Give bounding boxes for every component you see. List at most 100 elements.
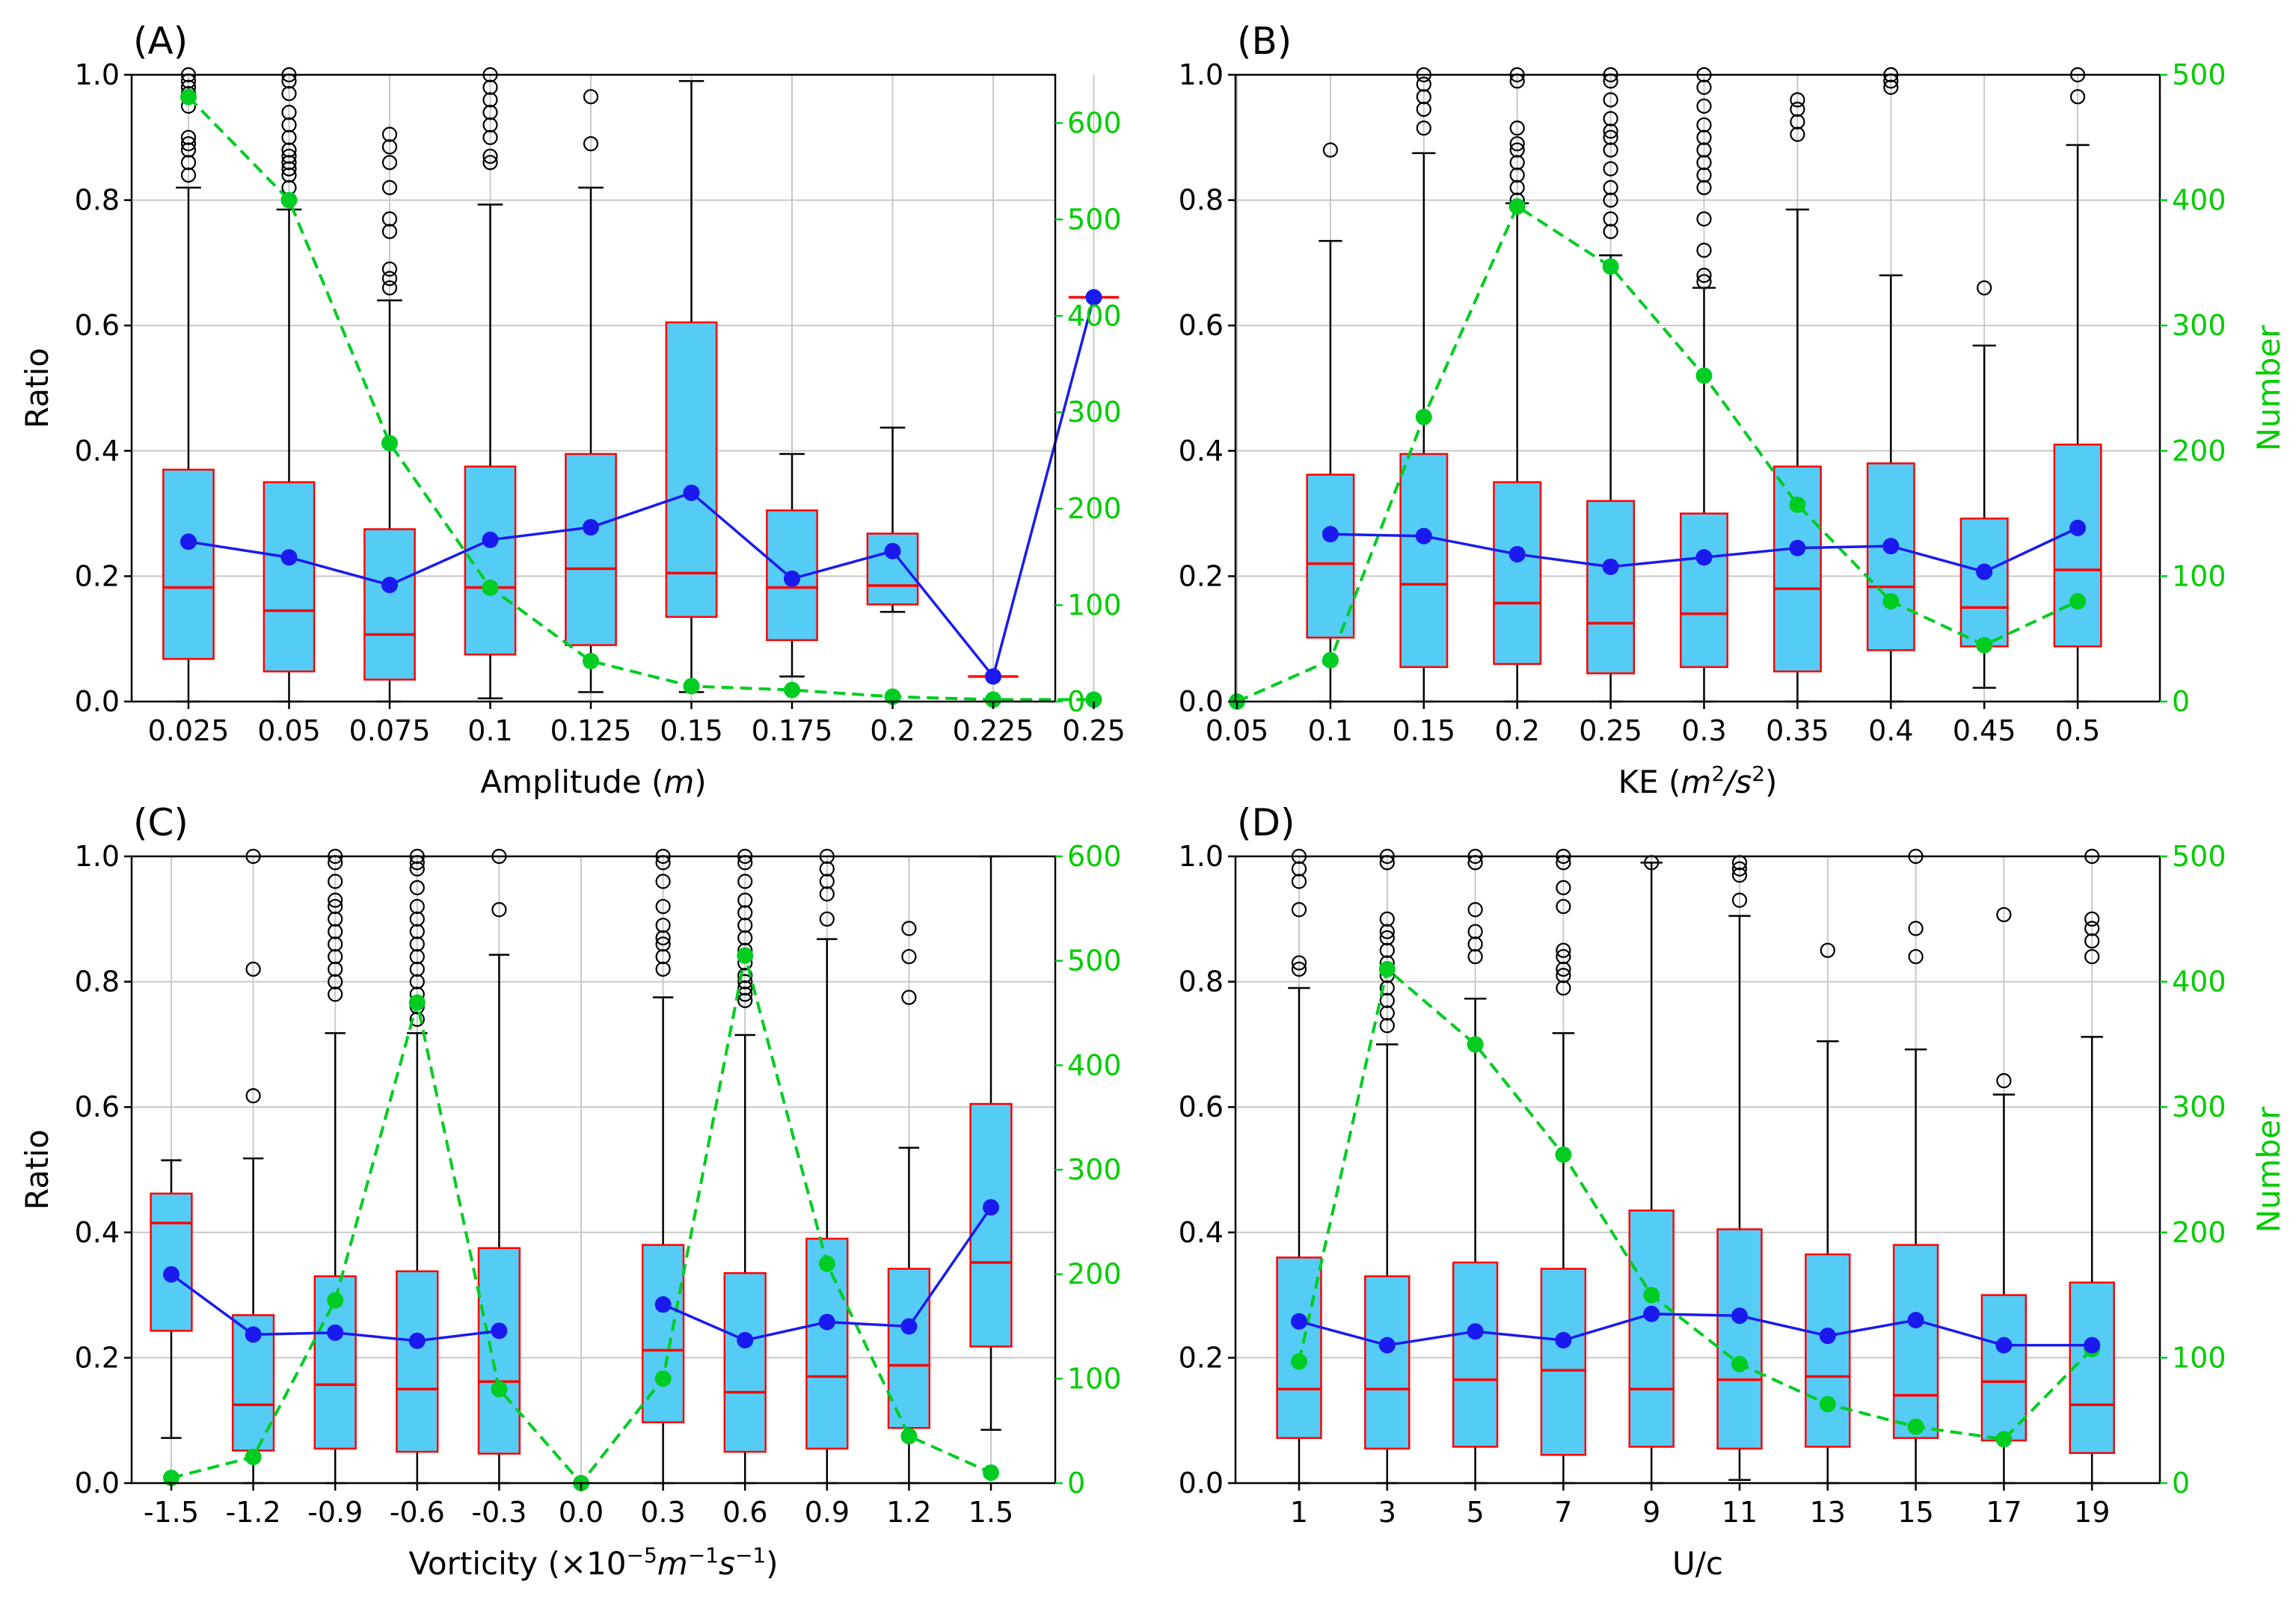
x-tick-label: 1.5: [969, 1496, 1013, 1529]
flier-point: [482, 105, 498, 120]
box-iqr: [1276, 1256, 1322, 1439]
box-8: [1959, 280, 2009, 689]
box-iqr: [1805, 1253, 1851, 1448]
y2-tick-label: 0: [2172, 1467, 2190, 1500]
flier-point: [1603, 224, 1618, 239]
y-tick-label: 0.0: [1179, 1467, 1224, 1500]
flier-point: [281, 142, 297, 158]
x-tick-label: 0.35: [1766, 714, 1829, 747]
box-iqr: [1866, 462, 1915, 651]
flier-point: [328, 936, 343, 952]
flier-point: [1556, 880, 1571, 896]
y2-tick-label: 400: [1067, 299, 1122, 332]
x-axis-label-sup: −1: [735, 1543, 766, 1568]
flier-point: [328, 948, 343, 965]
flier-point: [409, 961, 425, 977]
y-tick-label: 0.0: [1179, 685, 1224, 718]
mean-point: [280, 549, 298, 566]
flier-point: [409, 911, 425, 927]
count-point: [327, 1292, 344, 1309]
box-iqr: [162, 468, 215, 660]
flier-point: [1556, 898, 1571, 915]
count-point: [1602, 258, 1619, 275]
mean-point: [1415, 527, 1432, 544]
count-point: [245, 1449, 262, 1466]
flier-point: [1416, 120, 1431, 136]
flier-point: [1556, 942, 1571, 958]
flier-point: [1908, 921, 1924, 936]
box-6: [1805, 942, 1851, 1485]
box-iqr: [723, 1272, 767, 1453]
flier-point: [2084, 921, 2100, 936]
count-point: [1322, 651, 1339, 669]
mean-point: [482, 531, 499, 548]
x-axis-label-unit: s: [719, 1545, 735, 1582]
x-tick-label: 1: [1290, 1496, 1308, 1529]
flier-point: [1379, 992, 1395, 1008]
mean-point: [985, 668, 1001, 685]
flier-point: [1291, 955, 1307, 971]
box-iqr: [1364, 1275, 1411, 1450]
y2-tick-label: 100: [2172, 559, 2226, 592]
flier-point: [409, 861, 425, 877]
count-point: [1085, 691, 1102, 708]
x-tick-label: 3: [1378, 1496, 1396, 1529]
x-axis-label-unit-b: /s: [1722, 764, 1752, 800]
y-tick-label: 0.2: [1179, 1341, 1224, 1374]
mean-point: [1322, 526, 1339, 543]
count-point: [737, 947, 754, 964]
count-point: [683, 678, 700, 695]
flier-point: [1379, 942, 1395, 958]
box-7: [723, 848, 767, 1485]
flier-point: [328, 986, 343, 1002]
panel-c: 0.0 0.2 0.4 0.6 0.8 1.0 0 100 200 300 400 500 600 -1.…: [19, 801, 1122, 1582]
box-iqr: [1680, 512, 1728, 669]
flier-point: [819, 886, 835, 902]
flier-point: [655, 898, 671, 915]
flier-point: [1790, 101, 1805, 117]
flier-point: [2084, 933, 2100, 949]
panel-label: (D): [1237, 801, 1295, 844]
box-7: [1866, 67, 1915, 703]
mean-point: [1789, 539, 1806, 556]
count-point: [1789, 496, 1806, 513]
y-tick-label: 1.0: [75, 58, 120, 91]
x-tick-label: 11: [1722, 1496, 1758, 1529]
mean-point: [884, 542, 901, 559]
box-iqr: [1452, 1261, 1499, 1448]
count-point: [985, 691, 1001, 708]
plot-frame: [1234, 855, 2161, 1485]
mean-point: [1907, 1312, 1924, 1329]
y-tick-label: 0.4: [1179, 1216, 1224, 1249]
flier-point: [281, 129, 297, 145]
box-iqr: [363, 528, 416, 681]
count-point: [1555, 1146, 1572, 1163]
flier-point: [328, 911, 343, 927]
flier-point: [482, 129, 498, 145]
x-tick-label: 0.5: [2055, 714, 2100, 747]
box-2: [313, 848, 357, 1485]
count-point: [1378, 960, 1396, 978]
count-point: [1508, 197, 1526, 215]
count-point: [180, 88, 197, 105]
count-point: [408, 994, 426, 1011]
flier-point: [409, 924, 425, 939]
flier-point: [491, 902, 507, 918]
flier-point: [819, 911, 835, 927]
y2-tick-label: 100: [1067, 1362, 1122, 1395]
mean-point: [1643, 1305, 1660, 1322]
flier-point: [583, 136, 599, 152]
flier-point: [180, 136, 197, 152]
plot-frame: [130, 73, 1057, 703]
x-axis-label-sup: 2: [1711, 761, 1725, 786]
y2-tick-label: 100: [2172, 1341, 2226, 1374]
mean-point: [737, 1331, 754, 1348]
flier-point: [1556, 961, 1571, 977]
flier-point: [409, 880, 425, 896]
y-tick-label: 0.2: [75, 1341, 120, 1374]
flier-point: [2070, 89, 2086, 105]
flier-point: [1556, 948, 1571, 965]
flier-point: [655, 918, 671, 933]
x-tick-label: 0.45: [1953, 714, 2016, 747]
flier-point: [655, 936, 671, 952]
